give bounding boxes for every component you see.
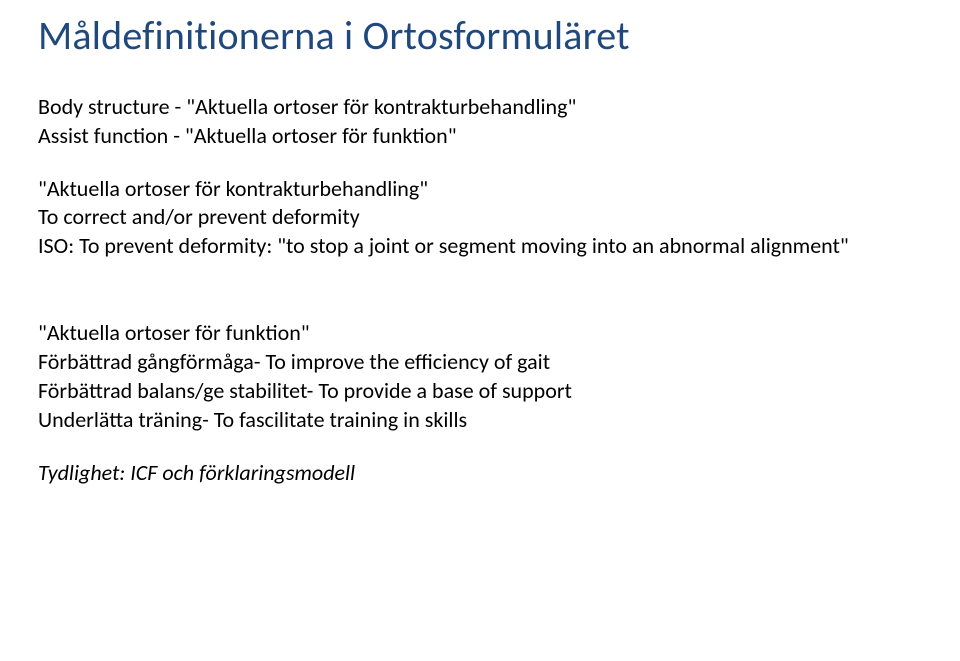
footer-note: Tydlighet: ICF och förklaringsmodell [38,459,922,486]
spacer [38,286,922,320]
section-kontraktur: "Aktuella ortoser för kontrakturbehandli… [38,176,922,260]
pair2-left: Assist function - [38,122,185,149]
slide: Måldefinitionerna i Ortosformuläret Body… [0,0,960,661]
pair1-left: Body structure - [38,93,186,120]
section2-line2: Förbättrad balans/ge stabilitet- To prov… [38,378,922,405]
section1-heading: "Aktuella ortoser för kontrakturbehandli… [38,176,922,203]
section-funktion: "Aktuella ortoser för funktion" Förbättr… [38,320,922,433]
pair-line-2: Assist function - "Aktuella ortoser för … [38,123,922,150]
section2-line3: Underlätta träning- To fascilitate train… [38,407,922,434]
pair1-right: "Aktuella ortoser för kontrakturbehandli… [186,93,576,120]
section2-line1: Förbättrad gångförmåga- To improve the e… [38,349,922,376]
pair2-right: "Aktuella ortoser för funktion" [185,122,457,149]
pair-line-1: Body structure - "Aktuella ortoser för k… [38,94,922,121]
section2-heading: "Aktuella ortoser för funktion" [38,320,922,347]
definition-pairs: Body structure - "Aktuella ortoser för k… [38,94,922,150]
section1-line1: To correct and/or prevent deformity [38,204,922,231]
slide-title: Måldefinitionerna i Ortosformuläret [38,14,922,58]
section1-line2: ISO: To prevent deformity: "to stop a jo… [38,233,922,260]
